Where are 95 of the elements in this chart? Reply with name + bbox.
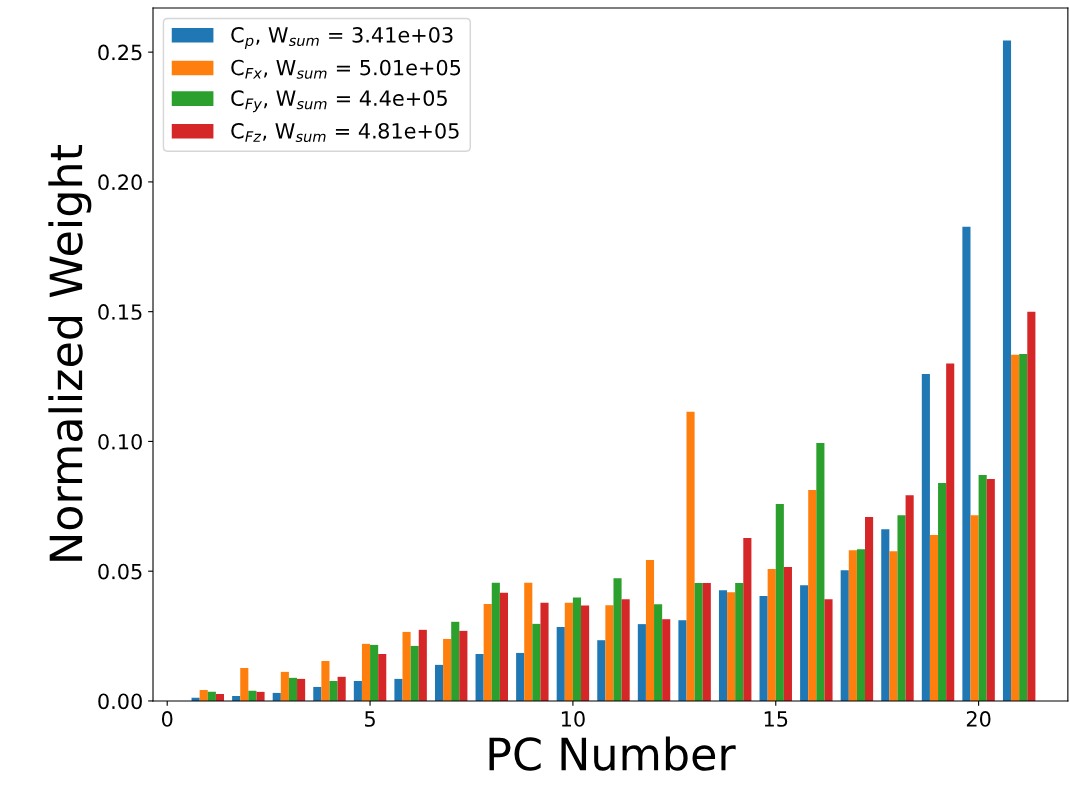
bar: [532, 623, 541, 701]
legend-label: C$_{Fz}$, W$_{sum}$ = 4.81e+05: [231, 122, 459, 143]
bar: [808, 489, 817, 701]
bar: [1027, 311, 1036, 701]
bar: [662, 619, 671, 701]
bar: [678, 620, 687, 701]
bar: [1002, 40, 1012, 701]
bar: [418, 629, 427, 701]
bar: [905, 495, 914, 701]
bar: [929, 535, 939, 701]
bar: [881, 529, 890, 701]
bar: [483, 603, 492, 701]
legend-label: C$_{Fy}$, W$_{sum}$ = 4.4e+05: [231, 90, 447, 113]
x-tick-label: 10: [561, 711, 585, 727]
bar: [451, 621, 460, 701]
bar: [921, 373, 930, 701]
bar: [280, 671, 289, 701]
bar: [475, 653, 484, 701]
bar: [459, 630, 468, 701]
bar: [767, 569, 776, 701]
bar: [800, 585, 809, 701]
bar: [621, 599, 630, 701]
y-tick-label: 0.10: [98, 433, 142, 450]
y-axis-title: Normalized Weight: [48, 145, 92, 561]
bar: [727, 592, 736, 701]
bar: [1019, 353, 1028, 701]
bar: [370, 644, 379, 701]
bar: [499, 592, 508, 701]
x-tick-label: 0: [161, 711, 173, 727]
bar: [986, 479, 995, 701]
bar: [524, 582, 533, 701]
bar: [199, 690, 208, 701]
legend-label: C$_{Fx}$, W$_{sum}$ = 5.01e+05: [231, 59, 461, 79]
bar: [848, 550, 857, 701]
bar: [735, 583, 744, 701]
bar: [694, 583, 703, 701]
bar: [378, 653, 387, 701]
bar: [654, 604, 663, 701]
bar: [597, 640, 606, 701]
bar: [824, 599, 833, 701]
bar: [759, 596, 768, 701]
bar: [410, 645, 419, 701]
x-tick-label: 20: [966, 711, 991, 727]
bar: [321, 660, 330, 701]
bar: [897, 515, 906, 701]
y-tick-label: 0.05: [98, 563, 142, 580]
y-tick-label: 0.15: [98, 304, 142, 320]
bar: [337, 676, 346, 701]
bar: [297, 678, 306, 701]
bar: [645, 560, 655, 701]
bar: [783, 567, 792, 701]
bar: [443, 638, 452, 701]
bar: [970, 515, 979, 701]
bar: [605, 605, 614, 701]
bar: [816, 442, 825, 701]
bar: [962, 226, 971, 701]
bar: [775, 503, 784, 701]
bar: [946, 363, 955, 701]
bar: [434, 664, 444, 701]
bar: [865, 516, 874, 701]
y-tick-label: 0.20: [98, 174, 142, 191]
bar: [702, 583, 711, 701]
bar: [1011, 354, 1020, 701]
legend-label: C$_{p}$, W$_{sum}$ = 3.41e+03: [231, 26, 453, 49]
bar: [240, 667, 249, 701]
bar: [556, 626, 565, 701]
bar: [361, 643, 371, 701]
bar: [288, 677, 298, 701]
bar: [856, 549, 866, 701]
bar: [402, 631, 411, 701]
bar: [394, 678, 403, 701]
bar: [743, 537, 752, 701]
bar: [889, 551, 898, 701]
y-tick-label: 0.25: [98, 44, 142, 61]
bar: [840, 570, 849, 701]
bar: [978, 474, 987, 701]
bar: [329, 680, 338, 701]
x-tick-label: 5: [365, 711, 375, 727]
x-axis-title: PC Number: [489, 736, 736, 771]
bar: [353, 680, 362, 701]
bar: [637, 624, 646, 701]
y-tick-label: 0.00: [98, 693, 142, 710]
x-tick-label: 15: [764, 711, 788, 727]
bar: [581, 605, 590, 701]
bar: [564, 602, 573, 701]
bar: [491, 582, 500, 701]
bar: [938, 482, 947, 701]
bar: [572, 597, 582, 701]
bar: [256, 691, 265, 701]
bar: [540, 602, 549, 701]
bar: [516, 652, 525, 701]
bar: [686, 411, 695, 701]
bar: [613, 578, 622, 701]
bar: [718, 590, 728, 701]
bar: [313, 686, 322, 701]
